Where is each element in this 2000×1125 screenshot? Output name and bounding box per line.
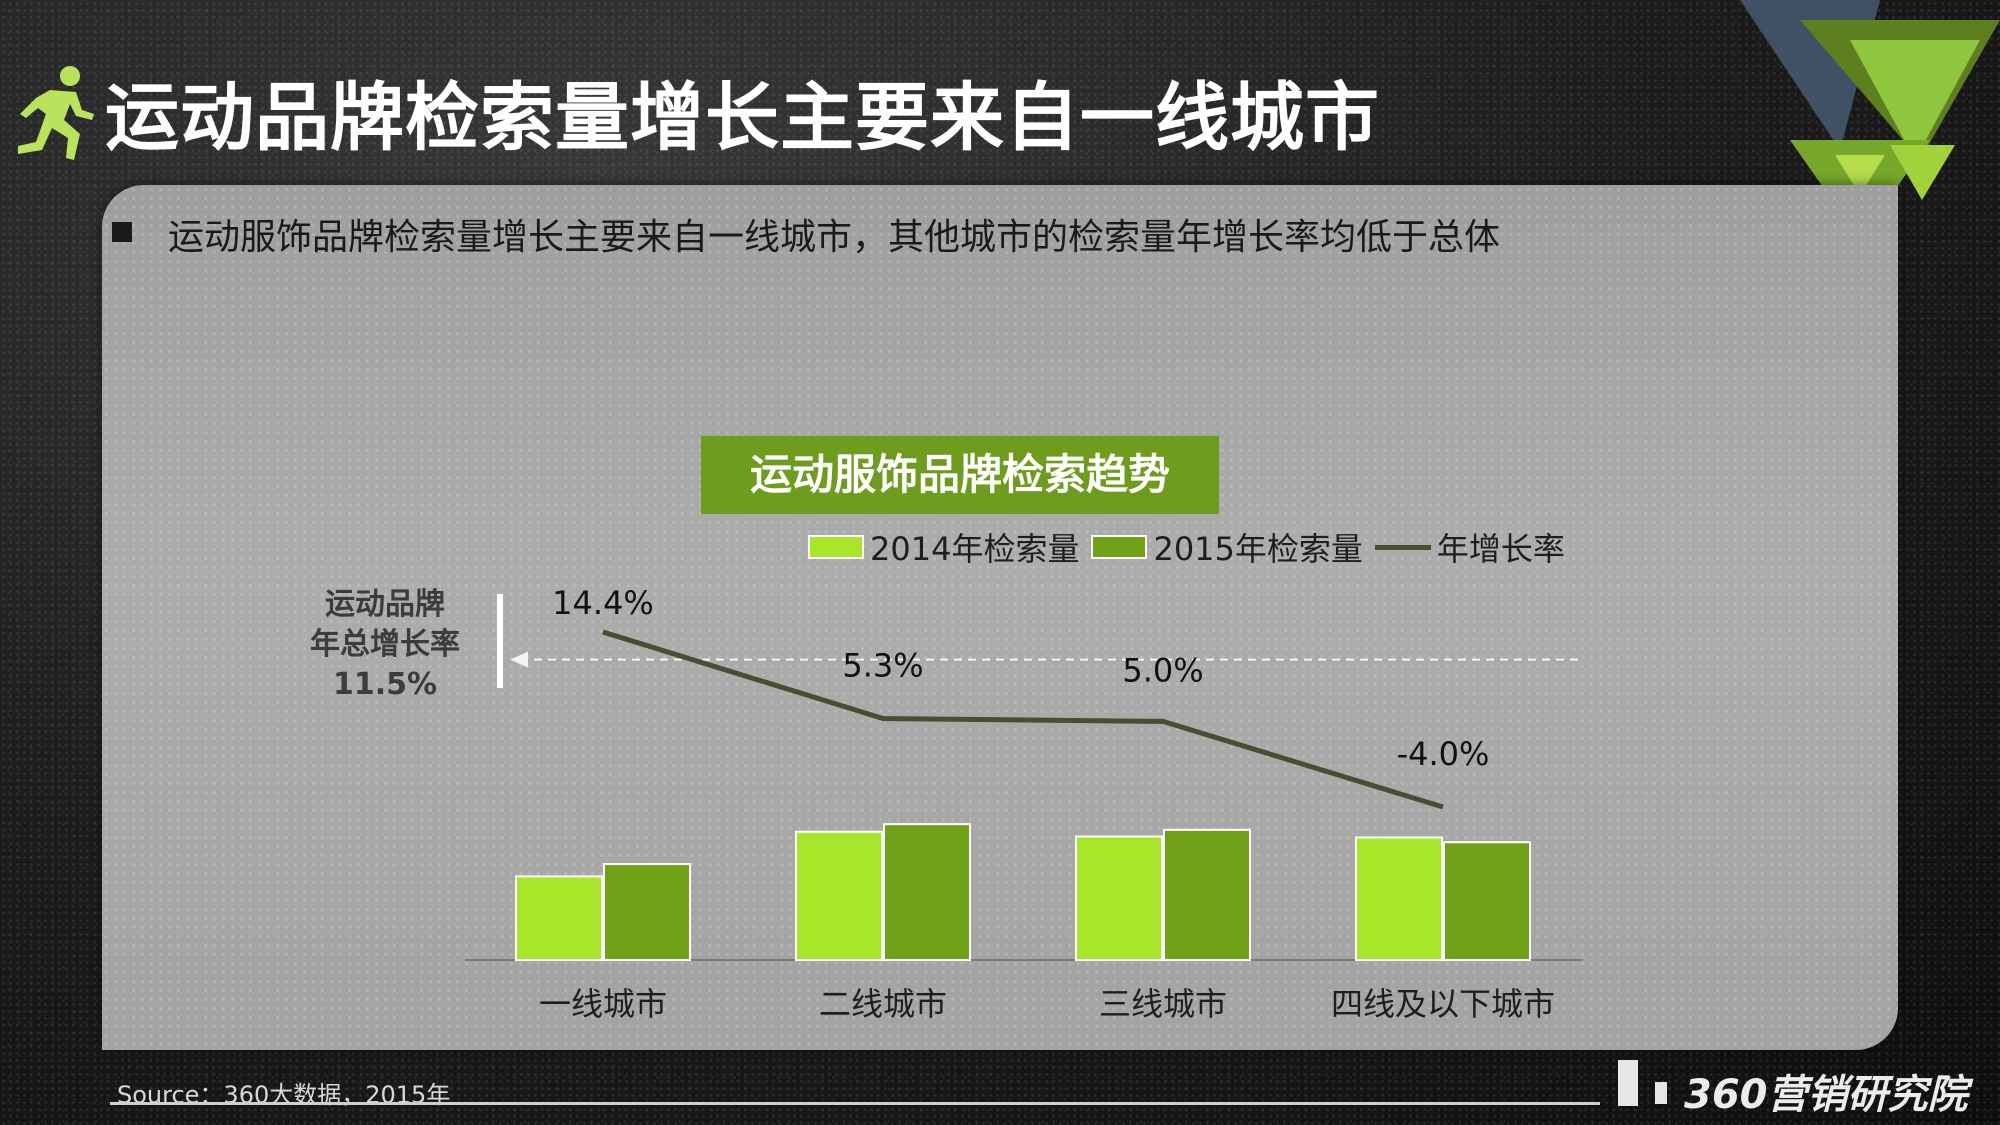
legend-item-2014: 2014年检索量 — [808, 524, 1079, 570]
growth-rate-label: 14.4% — [552, 584, 654, 622]
footer-line — [110, 1102, 1600, 1105]
growth-rate-label: 5.3% — [842, 647, 923, 685]
bar-2014 — [795, 830, 883, 961]
bar-2015 — [1443, 841, 1531, 962]
growth-rate-label: 5.0% — [1122, 651, 1203, 689]
category-label: 二线城市 — [819, 985, 947, 1023]
subtitle: 运动服饰品牌检索量增长主要来自一线城市，其他城市的检索量年增长率均低于总体 — [168, 217, 1501, 258]
legend-swatch-2014 — [808, 535, 864, 559]
legend: 2014年检索量 2015年检索量 年增长率 — [808, 524, 1577, 570]
legend-swatch-2015 — [1091, 535, 1148, 559]
chart-title-box: 运动服饰品牌检索趋势 — [701, 436, 1219, 514]
bar-2015 — [883, 823, 971, 962]
legend-item-growth: 年增长率 — [1374, 524, 1565, 570]
bullet-marker — [112, 222, 132, 242]
footer-mark — [1618, 1060, 1638, 1106]
brand-logo-text: 360营销研究院 — [1684, 1072, 1968, 1118]
page-title: 运动品牌检索量增长主要来自一线城市 — [105, 75, 1380, 161]
total-growth-marker — [497, 594, 503, 688]
category-label: 三线城市 — [1099, 985, 1227, 1023]
total-growth-line2: 年总增长率 — [310, 627, 460, 662]
runner-icon — [18, 66, 94, 160]
category-label: 一线城市 — [539, 985, 667, 1023]
bar-2015 — [603, 863, 691, 961]
total-growth-line1: 运动品牌 — [325, 587, 445, 622]
footer-mark-small — [1655, 1082, 1667, 1104]
legend-label-2015: 2015年检索量 — [1153, 530, 1363, 568]
legend-item-2015: 2015年检索量 — [1091, 524, 1363, 570]
legend-label-2014: 2014年检索量 — [870, 530, 1080, 568]
legend-label-growth: 年增长率 — [1436, 530, 1565, 568]
bar-2014 — [515, 875, 603, 962]
bar-2015 — [1163, 828, 1251, 961]
total-growth-value: 11.5% — [332, 667, 438, 702]
growth-rate-label: -4.0% — [1397, 735, 1490, 773]
growth-rate-line — [602, 629, 1444, 810]
total-growth-label: 运动品牌 年总增长率 11.5% — [290, 585, 480, 705]
legend-line-growth — [1374, 544, 1431, 550]
reference-arrow — [510, 651, 528, 668]
content-panel — [102, 185, 1898, 1050]
chart-title: 运动服饰品牌检索趋势 — [749, 450, 1170, 499]
category-label: 四线及以下城市 — [1331, 985, 1555, 1023]
bar-2014 — [1075, 835, 1163, 961]
bar-2014 — [1355, 836, 1443, 962]
